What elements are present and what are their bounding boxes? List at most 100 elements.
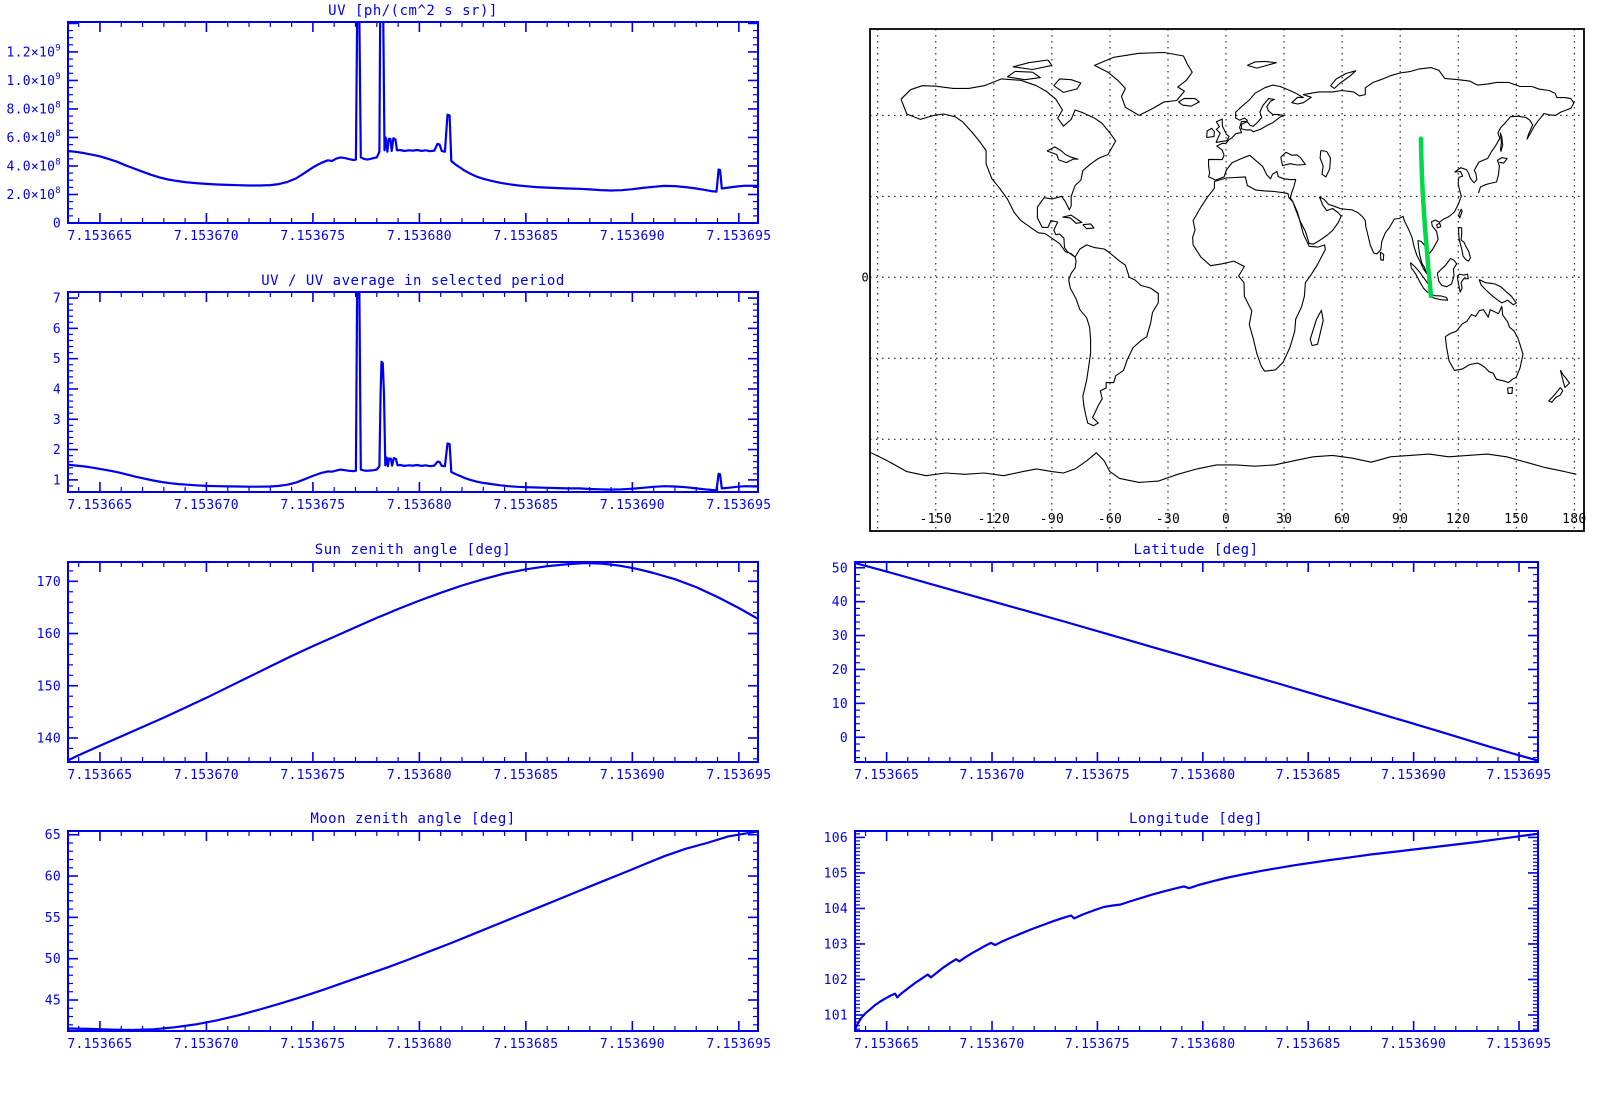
svg-text:90: 90 — [1392, 512, 1408, 527]
svg-text:7.153670: 7.153670 — [174, 498, 239, 513]
svg-text:7.153685: 7.153685 — [493, 498, 558, 513]
svg-text:102: 102 — [824, 973, 848, 988]
svg-text:104: 104 — [824, 902, 848, 917]
svg-text:7.153670: 7.153670 — [960, 1037, 1025, 1052]
uv-chart-title: UV [ph/(cm^2 s sr)] — [328, 3, 498, 19]
uv-ratio-chart-title: UV / UV average in selected period — [261, 273, 565, 289]
svg-text:7.153665: 7.153665 — [854, 768, 919, 783]
svg-text:7: 7 — [53, 292, 61, 307]
moon-zenith-chart: 7.153665 7.153670 7.153675 7.153680 7.153685… — [45, 828, 771, 1052]
svg-text:7.153680: 7.153680 — [387, 229, 452, 244]
svg-text:7.153680: 7.153680 — [1170, 768, 1235, 783]
sun-zenith-chart-title: Sun zenith angle [deg] — [314, 542, 512, 558]
svg-text:4: 4 — [53, 382, 61, 397]
svg-text:7.153675: 7.153675 — [280, 498, 345, 513]
svg-text:106: 106 — [824, 831, 848, 846]
svg-text:7.153675: 7.153675 — [280, 229, 345, 244]
svg-text:30: 30 — [1276, 512, 1292, 527]
latitude-chart-title: Latitude [deg] — [1133, 542, 1259, 558]
svg-text:180: 180 — [1562, 512, 1586, 527]
svg-text:7.153695: 7.153695 — [706, 229, 771, 244]
svg-text:-120: -120 — [978, 512, 1011, 527]
longitude-chart-title: Longitude [deg] — [1129, 811, 1263, 827]
longitude-chart: 7.153665 7.153670 7.153675 7.153680 7.153685… — [824, 830, 1552, 1052]
world-map: -150 -120 -90 -60 -30 0 30 60 90 120 150 180 0 — [861, 28, 1586, 532]
uv-chart: 7.153665 7.153670 7.153675 7.153680 7.153685… — [7, 21, 771, 244]
svg-text:-60: -60 — [1098, 512, 1122, 527]
svg-text:7.153675: 7.153675 — [280, 768, 345, 783]
svg-text:140: 140 — [37, 731, 61, 746]
svg-text:7.153665: 7.153665 — [67, 1037, 132, 1052]
svg-text:0: 0 — [53, 217, 61, 232]
svg-text:7.153680: 7.153680 — [387, 1037, 452, 1052]
svg-text:6.0×108: 6.0×108 — [7, 129, 61, 146]
svg-text:7.153695: 7.153695 — [706, 1037, 771, 1052]
svg-text:7.153690: 7.153690 — [600, 768, 665, 783]
svg-text:7.153680: 7.153680 — [387, 768, 452, 783]
svg-text:7.153695: 7.153695 — [1487, 768, 1552, 783]
svg-text:7.153675: 7.153675 — [1065, 1037, 1130, 1052]
uv-ratio-chart: 7.153665 7.153670 7.153675 7.153680 7.153685… — [53, 291, 771, 513]
svg-text:55: 55 — [45, 911, 61, 926]
svg-text:60: 60 — [1334, 512, 1350, 527]
svg-text:0: 0 — [840, 731, 848, 746]
svg-text:65: 65 — [45, 828, 61, 843]
svg-text:60: 60 — [45, 870, 61, 885]
svg-text:0: 0 — [1222, 512, 1230, 527]
svg-text:170: 170 — [37, 575, 61, 590]
svg-text:7.153670: 7.153670 — [174, 229, 239, 244]
svg-text:7.153670: 7.153670 — [174, 1037, 239, 1052]
svg-text:7.153680: 7.153680 — [387, 498, 452, 513]
svg-text:7.153690: 7.153690 — [600, 498, 665, 513]
svg-text:150: 150 — [37, 679, 61, 694]
svg-text:7.153695: 7.153695 — [706, 768, 771, 783]
svg-text:7.153685: 7.153685 — [1276, 768, 1341, 783]
svg-text:7.153690: 7.153690 — [1381, 1037, 1446, 1052]
svg-text:8.0×108: 8.0×108 — [7, 100, 61, 117]
svg-text:0: 0 — [861, 270, 869, 284]
svg-text:6: 6 — [53, 322, 61, 337]
svg-text:7.153685: 7.153685 — [1276, 1037, 1341, 1052]
svg-text:7.153690: 7.153690 — [600, 1037, 665, 1052]
svg-text:101: 101 — [824, 1009, 848, 1024]
svg-text:7.153665: 7.153665 — [67, 768, 132, 783]
svg-text:10: 10 — [832, 697, 848, 712]
svg-text:120: 120 — [1446, 512, 1470, 527]
svg-text:-90: -90 — [1040, 512, 1064, 527]
svg-text:40: 40 — [832, 595, 848, 610]
svg-text:20: 20 — [832, 663, 848, 678]
sun-zenith-chart: 7.153665 7.153670 7.153675 7.153680 7.153685… — [37, 561, 771, 783]
svg-text:7.153685: 7.153685 — [493, 229, 558, 244]
svg-text:1: 1 — [53, 473, 61, 488]
svg-text:7.153675: 7.153675 — [280, 1037, 345, 1052]
svg-text:7.153690: 7.153690 — [1381, 768, 1446, 783]
svg-text:7.153670: 7.153670 — [960, 768, 1025, 783]
svg-text:2.0×108: 2.0×108 — [7, 186, 61, 203]
svg-text:7.153690: 7.153690 — [600, 229, 665, 244]
svg-text:-150: -150 — [920, 512, 953, 527]
svg-text:7.153665: 7.153665 — [67, 229, 132, 244]
svg-text:7.153665: 7.153665 — [854, 1037, 919, 1052]
svg-text:30: 30 — [832, 629, 848, 644]
svg-text:1.0×109: 1.0×109 — [7, 72, 61, 89]
svg-text:50: 50 — [45, 952, 61, 967]
svg-text:5: 5 — [53, 352, 61, 367]
svg-text:-30: -30 — [1156, 512, 1180, 527]
moon-zenith-chart-title: Moon zenith angle [deg] — [310, 811, 516, 827]
svg-text:160: 160 — [37, 627, 61, 642]
svg-text:7.153680: 7.153680 — [1170, 1037, 1235, 1052]
svg-text:7.153685: 7.153685 — [493, 1037, 558, 1052]
svg-text:3: 3 — [53, 413, 61, 428]
svg-text:7.153670: 7.153670 — [174, 768, 239, 783]
svg-text:7.153695: 7.153695 — [706, 498, 771, 513]
svg-text:105: 105 — [824, 866, 848, 881]
svg-text:7.153665: 7.153665 — [67, 498, 132, 513]
svg-text:150: 150 — [1504, 512, 1528, 527]
svg-text:45: 45 — [45, 994, 61, 1009]
svg-text:7.153675: 7.153675 — [1065, 768, 1130, 783]
svg-text:50: 50 — [832, 561, 848, 576]
svg-text:7.153695: 7.153695 — [1487, 1037, 1552, 1052]
latitude-chart: 7.153665 7.153670 7.153675 7.153680 7.153685… — [832, 561, 1552, 783]
